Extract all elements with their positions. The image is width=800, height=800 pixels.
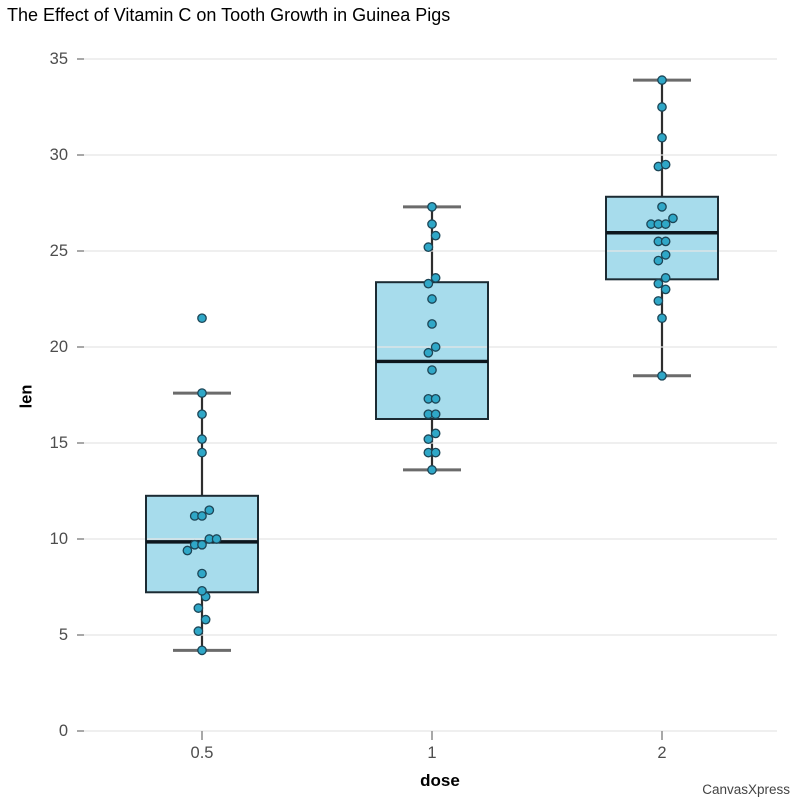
data-point[interactable] [430, 409, 441, 420]
data-point[interactable] [430, 393, 441, 404]
data-point[interactable] [427, 219, 437, 229]
data-point[interactable] [211, 534, 222, 544]
data-point[interactable] [197, 539, 207, 550]
data-point[interactable] [197, 434, 207, 445]
y-tick-label: 15 [49, 434, 68, 452]
data-point[interactable] [423, 347, 434, 358]
data-point[interactable] [204, 505, 215, 516]
x-tick-label: 1 [427, 744, 437, 762]
data-point[interactable] [660, 273, 671, 283]
data-point[interactable] [197, 447, 207, 458]
data-point[interactable] [182, 545, 193, 556]
y-tick-label: 30 [49, 146, 68, 164]
data-point[interactable] [427, 294, 437, 304]
data-point[interactable] [660, 219, 671, 229]
y-tick-label: 10 [49, 530, 68, 548]
data-point[interactable] [657, 132, 667, 143]
data-point[interactable] [660, 236, 671, 247]
data-point[interactable] [653, 255, 664, 266]
y-tick-label: 0 [58, 722, 68, 740]
data-point[interactable] [430, 447, 441, 458]
data-point[interactable] [193, 626, 204, 637]
chart-title: The Effect of Vitamin C on Tooth Growth … [7, 5, 451, 25]
data-point[interactable] [200, 614, 211, 625]
y-tick-label: 25 [49, 242, 68, 260]
y-tick-label: 20 [49, 338, 68, 356]
canvasxpress-watermark[interactable]: CanvasXpress [702, 782, 790, 797]
data-point[interactable] [197, 585, 207, 596]
data-point[interactable] [197, 645, 207, 656]
x-tick-label: 0.5 [190, 744, 214, 762]
data-point[interactable] [653, 278, 664, 289]
data-point[interactable] [430, 342, 441, 352]
data-point[interactable] [660, 159, 671, 170]
x-tick-label: 2 [657, 744, 667, 762]
data-point[interactable] [657, 102, 667, 112]
data-point[interactable] [423, 434, 434, 445]
data-point[interactable] [668, 213, 678, 224]
data-point[interactable] [423, 278, 434, 289]
data-point[interactable] [660, 284, 671, 295]
data-point[interactable] [197, 511, 207, 521]
data-point[interactable] [660, 249, 671, 260]
data-point[interactable] [427, 319, 437, 329]
data-point[interactable] [197, 313, 207, 324]
data-point[interactable] [197, 568, 207, 579]
data-point[interactable] [427, 465, 437, 475]
x-axis-title: dose [420, 771, 460, 790]
data-point[interactable] [653, 296, 664, 306]
data-point[interactable] [657, 313, 667, 324]
data-point[interactable] [430, 273, 441, 283]
data-point[interactable] [423, 242, 434, 253]
data-point[interactable] [193, 603, 204, 613]
data-point[interactable] [657, 370, 667, 381]
data-point[interactable] [427, 201, 437, 212]
data-point[interactable] [197, 409, 207, 420]
data-point[interactable] [657, 201, 667, 212]
data-point[interactable] [430, 230, 441, 241]
data-point[interactable] [197, 388, 207, 398]
data-point[interactable] [430, 428, 441, 439]
data-point[interactable] [657, 75, 667, 85]
y-axis-title: len [17, 384, 36, 409]
y-tick-label: 35 [49, 50, 68, 68]
data-point[interactable] [427, 365, 437, 375]
y-tick-label: 5 [58, 626, 68, 644]
